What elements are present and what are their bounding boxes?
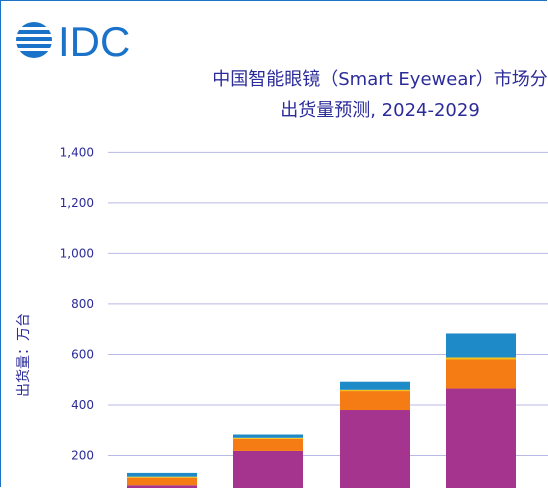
bar-segment <box>127 477 197 486</box>
bar-segment <box>233 434 303 438</box>
bar-segment <box>233 438 303 451</box>
logo-text: IDC <box>58 18 130 62</box>
bar-segment <box>127 485 197 488</box>
y-tick-label: 1,000 <box>60 246 94 260</box>
bar-segment <box>127 472 197 477</box>
bar-segment <box>446 359 516 389</box>
chart-title: 中国智能眼镜（Smart Eyewear）市场分 <box>212 69 548 90</box>
idc-logo: IDC <box>16 18 130 62</box>
bar-segment <box>340 391 410 411</box>
y-tick-label: 1,200 <box>60 196 94 210</box>
y-tick-label: 800 <box>71 297 94 311</box>
bar-segment <box>233 437 303 439</box>
y-tick-label: 1,400 <box>60 145 94 159</box>
bar-segment <box>446 357 516 360</box>
chart-title-block: 中国智能眼镜（Smart Eyewear）市场分 出货量预测, 2024-202… <box>180 64 548 126</box>
globe-icon <box>16 22 52 58</box>
bar-segment <box>446 388 516 488</box>
y-tick-label: 400 <box>71 398 94 412</box>
bar-segment <box>340 389 410 392</box>
bar-segment <box>233 450 303 488</box>
bar-segment <box>340 410 410 488</box>
bar-segment <box>446 333 516 358</box>
bar-segment <box>340 381 410 390</box>
chart-subtitle: 出货量预测, 2024-2029 <box>280 100 480 121</box>
y-tick-label: 600 <box>71 347 94 361</box>
bar-segment <box>127 476 197 478</box>
y-tick-label: 200 <box>71 448 94 462</box>
